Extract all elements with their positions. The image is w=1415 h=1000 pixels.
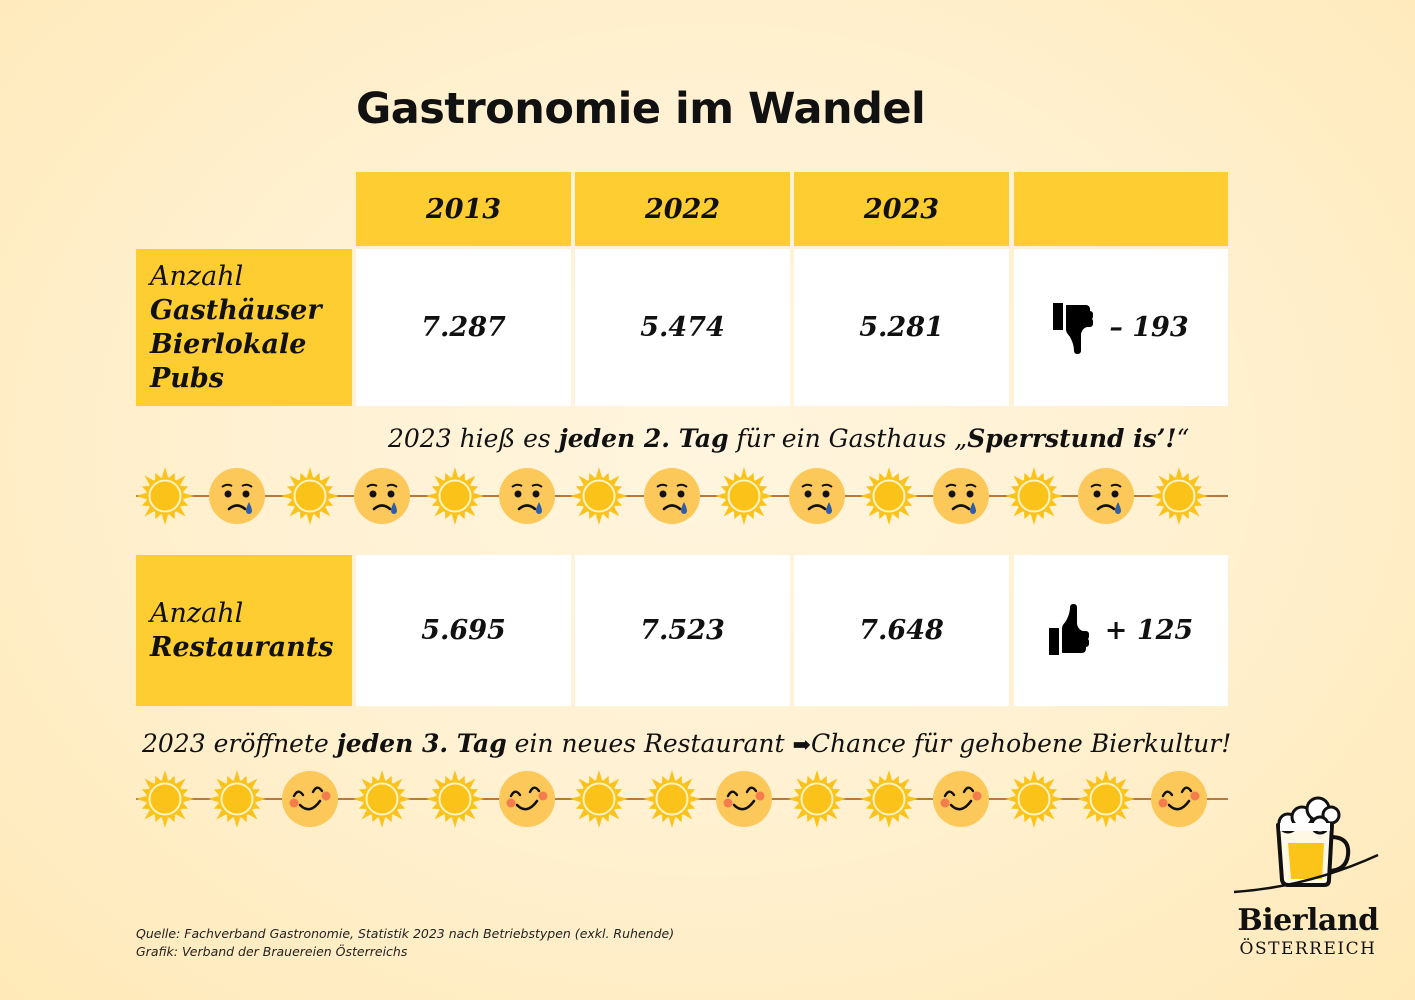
row-label-prefix: Anzahl bbox=[150, 597, 244, 629]
crying-face-icon bbox=[207, 466, 267, 526]
page-title: Gastronomie im Wandel bbox=[356, 84, 926, 134]
arrow-right-icon: ➡ bbox=[792, 733, 811, 758]
sun-icon bbox=[569, 466, 629, 526]
sun-icon bbox=[569, 769, 629, 829]
smiling-face-icon bbox=[714, 769, 774, 829]
caption-gasthaus: 2023 hieß es jeden 2. Tag für ein Gastha… bbox=[388, 424, 1189, 453]
smiling-face-icon bbox=[497, 769, 557, 829]
value-restaurants-2023: 7.648 bbox=[794, 555, 1009, 706]
sun-icon bbox=[425, 769, 485, 829]
sun-icon bbox=[859, 769, 919, 829]
sun-icon bbox=[714, 466, 774, 526]
row-label-restaurants: Anzahl Restaurants bbox=[136, 555, 352, 706]
column-header-2023: 2023 bbox=[794, 172, 1009, 246]
sun-icon bbox=[787, 769, 847, 829]
row-label-line: Gasthäuser bbox=[150, 294, 322, 326]
sun-icon bbox=[1076, 769, 1136, 829]
caption-text: “ bbox=[1176, 424, 1190, 453]
caption-restaurant: 2023 eröffnete jeden 3. Tag ein neues Re… bbox=[142, 729, 1231, 758]
crying-face-icon bbox=[931, 466, 991, 526]
value-gasthaeuser-2022: 5.474 bbox=[575, 249, 790, 406]
sun-icon bbox=[1004, 769, 1064, 829]
caption-emphasis: jeden 2. Tag bbox=[558, 424, 729, 453]
sun-icon bbox=[207, 769, 267, 829]
thumbs-up-icon bbox=[1048, 599, 1093, 655]
crying-face-icon bbox=[787, 466, 847, 526]
sun-icon bbox=[135, 466, 195, 526]
value-gasthaeuser-2013: 7.287 bbox=[356, 249, 571, 406]
bierland-logo: Bierland ÖSTERREICH bbox=[1228, 795, 1388, 965]
caption-text: für ein Gasthaus „ bbox=[728, 424, 968, 453]
row-label-prefix: Anzahl bbox=[150, 260, 244, 292]
caption-text: ein neues Restaurant bbox=[506, 729, 793, 758]
crying-face-icon bbox=[352, 466, 412, 526]
row-label-line: Pubs bbox=[150, 362, 225, 394]
caption-emphasis: Sperrstund is’! bbox=[967, 424, 1177, 453]
change-value: + 125 bbox=[1104, 615, 1194, 646]
sun-icon bbox=[135, 769, 195, 829]
change-value: – 193 bbox=[1109, 312, 1189, 343]
caption-text: Chance für gehobene Bierkultur! bbox=[810, 729, 1232, 758]
smiling-face-icon bbox=[931, 769, 991, 829]
beer-mug-icon bbox=[1233, 796, 1379, 894]
thumbs-down-icon bbox=[1053, 302, 1097, 359]
logo-name: Bierland bbox=[1237, 903, 1379, 938]
sun-icon bbox=[280, 466, 340, 526]
value-gasthaeuser-2023: 5.281 bbox=[794, 249, 1009, 406]
sun-icon bbox=[352, 769, 412, 829]
row-label-line: Bierlokale bbox=[150, 328, 307, 360]
logo-subtitle: ÖSTERREICH bbox=[1239, 939, 1377, 959]
value-restaurants-2022: 7.523 bbox=[575, 555, 790, 706]
crying-face-icon bbox=[497, 466, 557, 526]
row-label-line: Restaurants bbox=[150, 631, 334, 663]
column-header-2013: 2013 bbox=[356, 172, 571, 246]
sun-icon bbox=[859, 466, 919, 526]
sun-icon bbox=[642, 769, 702, 829]
source-note: Quelle: Fachverband Gastronomie, Statist… bbox=[136, 925, 674, 961]
caption-text: 2023 eröffnete bbox=[142, 729, 337, 758]
sun-icon bbox=[425, 466, 485, 526]
smiling-face-icon bbox=[280, 769, 340, 829]
column-header-change bbox=[1014, 172, 1228, 246]
caption-text: 2023 hieß es bbox=[388, 424, 559, 453]
value-restaurants-2013: 5.695 bbox=[356, 555, 571, 706]
sun-icon bbox=[1149, 466, 1209, 526]
column-header-2022: 2022 bbox=[575, 172, 790, 246]
crying-face-icon bbox=[642, 466, 702, 526]
caption-emphasis: jeden 3. Tag bbox=[336, 729, 507, 758]
smiling-face-icon bbox=[1149, 769, 1209, 829]
crying-face-icon bbox=[1076, 466, 1136, 526]
source-line: Quelle: Fachverband Gastronomie, Statist… bbox=[136, 926, 675, 941]
sun-icon bbox=[1004, 466, 1064, 526]
change-restaurants: + 125 bbox=[1014, 555, 1228, 706]
source-line: Grafik: Verband der Brauereien Österreic… bbox=[136, 944, 408, 959]
change-gasthaeuser: – 193 bbox=[1014, 249, 1228, 406]
row-label-gasthaeuser: Anzahl Gasthäuser Bierlokale Pubs bbox=[136, 249, 352, 406]
